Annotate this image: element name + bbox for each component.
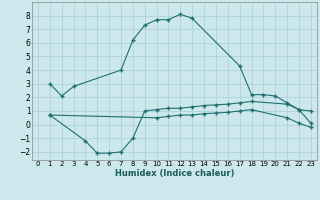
X-axis label: Humidex (Indice chaleur): Humidex (Indice chaleur) (115, 169, 234, 178)
